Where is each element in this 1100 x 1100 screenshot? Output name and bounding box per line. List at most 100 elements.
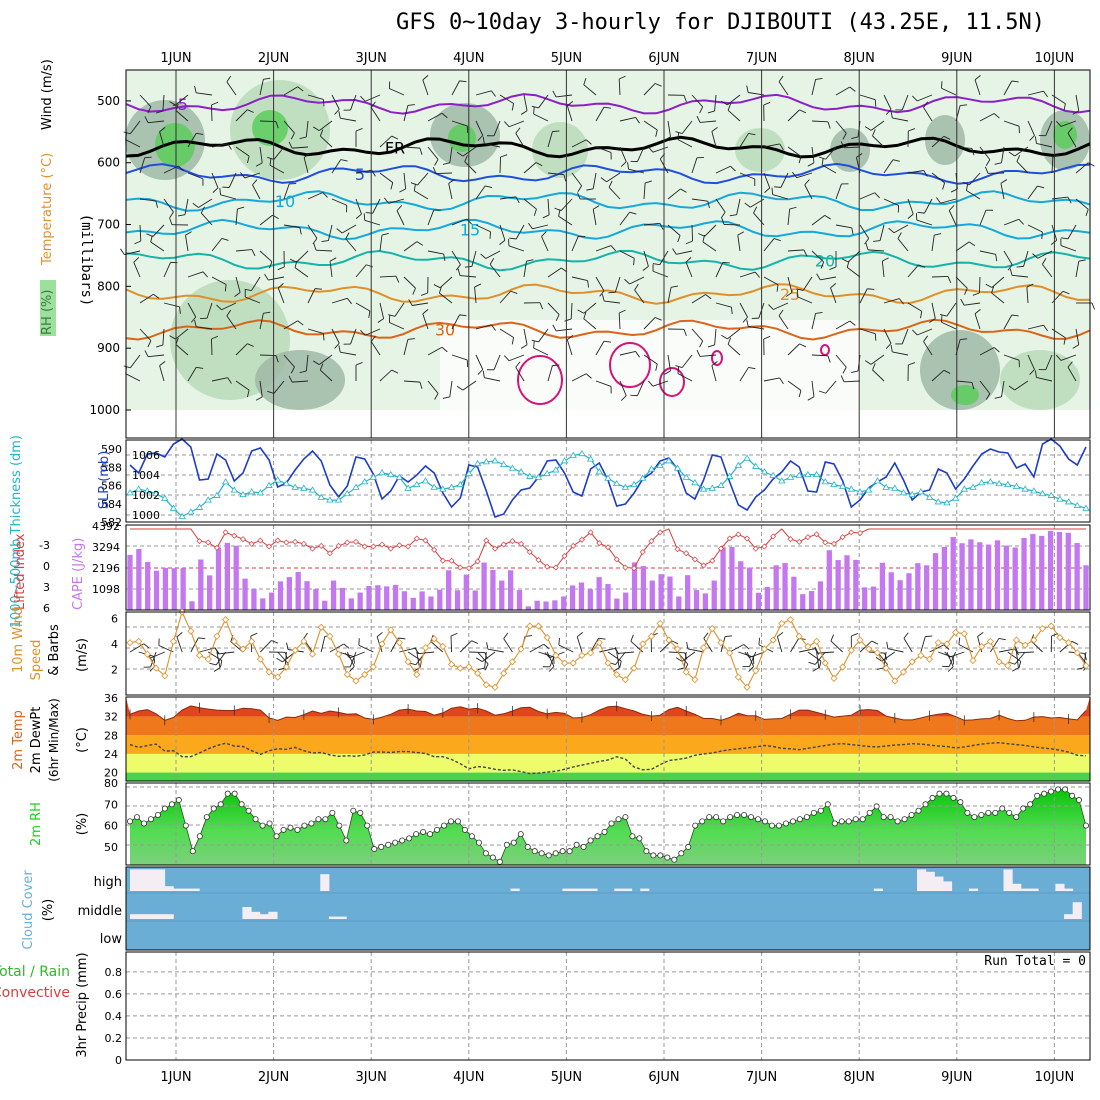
rh-marker <box>531 848 538 855</box>
wind-barb <box>422 313 429 330</box>
lifted-index-marker <box>787 536 794 543</box>
cloud-cell <box>320 874 330 891</box>
wind-barb <box>991 292 1005 304</box>
wind-barb <box>991 276 1005 288</box>
cloud-cell <box>130 914 140 919</box>
wind-barb-feather <box>432 166 437 174</box>
top-day-label: 9JUN <box>941 51 972 66</box>
thickness-marker <box>969 483 977 490</box>
wind-barb-feather <box>1016 265 1024 268</box>
wind-barb <box>715 262 724 278</box>
wind-barb-feather <box>1063 103 1066 111</box>
thickness-marker <box>526 472 534 479</box>
wind-barb-feather <box>707 110 715 114</box>
wind-barb <box>870 354 885 365</box>
cloud-axis-label: Cloud Cover <box>21 870 36 950</box>
wind-barb-feather <box>777 632 784 637</box>
lifted-index-marker <box>274 537 281 544</box>
wind-barb-feather <box>196 132 204 135</box>
wind-barb-feather <box>587 280 590 288</box>
wind-barb-feather <box>286 642 289 650</box>
wind-barb-feather <box>178 165 184 172</box>
cape-bar <box>808 591 815 610</box>
wind-barb <box>667 287 672 304</box>
slp-axis-label: SLP (mb) <box>97 451 112 510</box>
wind-barb <box>190 637 199 653</box>
wind-barb-feather <box>250 632 258 637</box>
cloud-cell <box>1003 869 1013 891</box>
wind-barb-feather <box>133 257 140 263</box>
lifted-index-marker <box>318 542 325 549</box>
wind-barb-feather <box>1043 90 1048 98</box>
wind-barb-feather <box>699 106 704 114</box>
lifted-index-marker <box>726 535 733 542</box>
wind-barb <box>628 168 645 174</box>
wind-barb <box>273 146 285 160</box>
wind-speed-marker <box>195 651 204 659</box>
wind-speed-marker <box>682 668 690 676</box>
rh-marker <box>643 848 650 855</box>
wind-barb <box>320 636 326 653</box>
rh-marker <box>608 820 615 827</box>
rh-region <box>735 128 785 172</box>
wind-barb-feather <box>753 206 758 214</box>
thickness-marker <box>195 503 204 510</box>
cape-bar <box>463 574 470 610</box>
wind-barb-feather <box>214 647 219 655</box>
wind-barb <box>379 235 383 252</box>
wind-barb-feather <box>1076 667 1084 670</box>
wind-barb <box>946 651 954 667</box>
wind-speed-marker <box>465 663 473 671</box>
thickness-marker <box>404 484 412 491</box>
wind-barb <box>835 86 851 96</box>
wind-barb-feather <box>624 278 630 285</box>
wind-barb <box>691 294 706 304</box>
cape-bar <box>242 578 248 610</box>
thickness-marker <box>387 470 395 478</box>
wind-speed-marker <box>456 664 464 672</box>
wind-barb <box>999 648 1015 653</box>
wind-barb <box>1003 80 1013 96</box>
wind-barb <box>1016 651 1019 668</box>
rh-marker <box>350 807 357 814</box>
wind-barb-feather <box>548 666 555 672</box>
wind-barb-feather <box>685 257 692 263</box>
wind-barb <box>412 302 429 306</box>
cloud-cell <box>571 888 581 891</box>
wind-barb <box>739 271 756 278</box>
temperature-band <box>126 753 1090 773</box>
wind-barb <box>449 146 453 163</box>
thickness-marker <box>830 480 838 488</box>
wind-barb-feather <box>515 196 520 204</box>
wind-barb <box>451 218 468 226</box>
wind-barb <box>595 380 612 387</box>
wind-barb <box>802 276 813 291</box>
wind-barb-feather <box>277 266 285 271</box>
wind-barb <box>595 340 605 356</box>
wind-barb <box>893 224 909 234</box>
cape-bar <box>233 545 239 610</box>
wind-barb-feather <box>635 351 640 358</box>
wind-barb-feather <box>1056 354 1062 361</box>
rh-tick-label: 50 <box>104 841 118 854</box>
wind-barb-feather <box>366 264 374 268</box>
wind-barb <box>883 298 900 304</box>
rh-marker <box>622 814 629 821</box>
temperature-contour <box>125 283 1091 305</box>
wind-barb <box>907 302 922 312</box>
wind-barb <box>259 380 263 397</box>
wind-speed-marker <box>308 650 317 658</box>
wind-barb <box>294 267 309 278</box>
wind-speed-marker <box>239 645 247 653</box>
wind-barb <box>763 143 780 148</box>
wind-barb-feather <box>771 187 774 195</box>
wind-barb-feather <box>1078 259 1086 262</box>
wind-barb <box>546 651 555 667</box>
wind-barb <box>948 210 957 226</box>
wind-barb <box>691 328 704 342</box>
wind-barb <box>251 276 261 291</box>
rh-marker <box>273 833 280 840</box>
wind-barb-feather <box>555 314 560 322</box>
wind-barb <box>787 209 791 226</box>
cape-bar <box>1083 565 1089 610</box>
